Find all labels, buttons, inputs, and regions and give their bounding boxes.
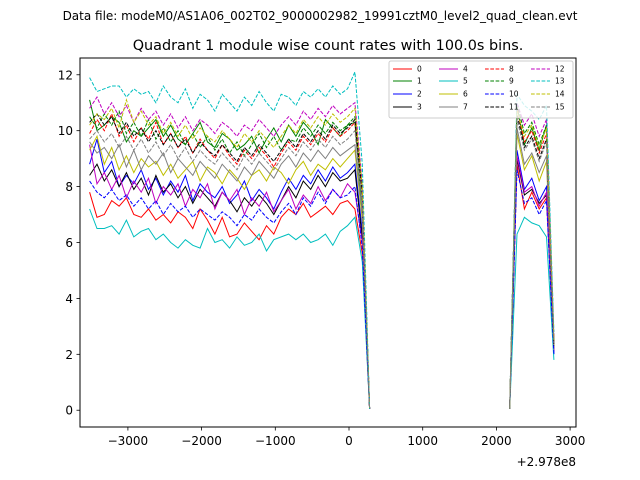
series-line-13-segment-0 — [89, 71, 371, 409]
series-line-4-segment-0 — [89, 144, 371, 409]
series-line-11-segment-0 — [89, 113, 371, 409]
legend-label-3: 3 — [417, 103, 422, 112]
legend-label-0: 0 — [417, 65, 422, 74]
legend-label-4: 4 — [463, 65, 468, 74]
series-line-15-segment-1 — [509, 119, 555, 409]
legend-label-2: 2 — [417, 90, 422, 99]
series-line-9-segment-1 — [509, 102, 555, 409]
legend-label-13: 13 — [555, 77, 565, 86]
y-tick-label: 6 — [65, 236, 73, 250]
x-tick-label: −1000 — [255, 434, 296, 448]
series-line-0-segment-0 — [89, 192, 371, 409]
x-tick-label: 3000 — [555, 434, 586, 448]
series-line-1-segment-0 — [89, 99, 371, 409]
legend-label-10: 10 — [509, 90, 519, 99]
legend-label-6: 6 — [463, 90, 468, 99]
series-line-4-segment-1 — [509, 155, 555, 409]
x-offset-label: +2.978e8 — [517, 455, 576, 469]
series-line-5-segment-1 — [509, 216, 555, 409]
legend-label-5: 5 — [463, 77, 468, 86]
legend-frame — [388, 60, 574, 119]
x-axis: −3000 −2000 −1000 0 1000 2000 3000 — [108, 427, 586, 448]
x-tick-label: 2000 — [481, 434, 512, 448]
series-line-15-segment-0 — [89, 129, 371, 409]
y-tick-label: 2 — [65, 348, 73, 362]
x-tick-label: −2000 — [181, 434, 222, 448]
legend-label-7: 7 — [463, 103, 468, 112]
x-tick-label: 1000 — [407, 434, 438, 448]
y-tick-label: 4 — [65, 292, 73, 306]
series-line-6-segment-0 — [89, 134, 371, 409]
legend-label-9: 9 — [509, 77, 514, 86]
legend-label-12: 12 — [555, 65, 565, 74]
series-line-14-segment-0 — [89, 98, 371, 409]
series-line-10-segment-0 — [89, 180, 371, 409]
x-tick-label: 0 — [345, 434, 353, 448]
series-line-9-segment-0 — [89, 109, 371, 409]
y-tick-label: 12 — [58, 68, 73, 82]
data-file-label: Data file: modeM0/AS1A06_002T02_90000029… — [63, 9, 578, 23]
series-line-8-segment-0 — [89, 112, 371, 409]
y-tick-label: 10 — [58, 124, 73, 138]
series-group — [89, 71, 555, 409]
chart-title: Quadrant 1 module wise count rates with … — [133, 38, 524, 54]
series-line-5-segment-0 — [89, 208, 371, 409]
plot-area — [89, 71, 555, 409]
series-line-12-segment-0 — [89, 96, 371, 409]
y-axis: 0 2 4 6 8 10 12 — [58, 68, 80, 418]
x-tick-label: −3000 — [108, 434, 149, 448]
legend-label-8: 8 — [509, 65, 514, 74]
y-tick-label: 0 — [65, 404, 73, 418]
y-tick-label: 8 — [65, 180, 73, 194]
legend-label-15: 15 — [555, 103, 565, 112]
series-line-7-segment-0 — [89, 141, 371, 409]
series-line-2-segment-0 — [89, 138, 371, 409]
series-line-10-segment-1 — [509, 169, 555, 409]
legend-label-11: 11 — [509, 103, 519, 112]
legend-label-1: 1 — [417, 77, 422, 86]
legend-label-14: 14 — [555, 90, 565, 99]
